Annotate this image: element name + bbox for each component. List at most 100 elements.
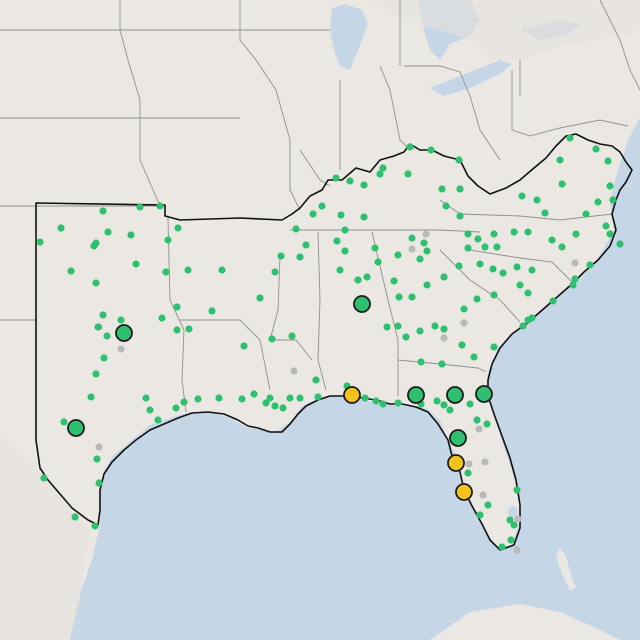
green-marker-119[interactable]: [431, 322, 439, 330]
green-marker-113[interactable]: [528, 266, 536, 274]
green-marker-41[interactable]: [238, 395, 246, 403]
green-marker-70[interactable]: [360, 213, 368, 221]
green-marker-117[interactable]: [473, 295, 481, 303]
green-marker-77[interactable]: [404, 170, 412, 178]
green-marker-95[interactable]: [616, 240, 624, 248]
green-marker-67[interactable]: [354, 276, 362, 284]
green-marker-111[interactable]: [499, 269, 507, 277]
green-marker-32[interactable]: [91, 522, 99, 530]
green-marker-55[interactable]: [288, 332, 296, 340]
green-marker-73[interactable]: [346, 177, 354, 185]
large-green-marker-2[interactable]: [353, 295, 371, 313]
green-marker-167[interactable]: [498, 543, 506, 551]
green-marker-166[interactable]: [507, 536, 515, 544]
green-marker-44[interactable]: [271, 402, 279, 410]
green-marker-149[interactable]: [361, 394, 369, 402]
green-marker-107[interactable]: [455, 262, 463, 270]
green-marker-170[interactable]: [394, 322, 402, 330]
green-marker-27[interactable]: [87, 393, 95, 401]
green-marker-162[interactable]: [484, 501, 492, 509]
large-green-marker-3[interactable]: [67, 419, 85, 437]
green-marker-14[interactable]: [174, 224, 182, 232]
green-marker-83[interactable]: [442, 202, 450, 210]
green-marker-78[interactable]: [406, 143, 414, 151]
green-marker-141[interactable]: [592, 145, 600, 153]
green-marker-112[interactable]: [513, 263, 521, 271]
green-marker-155[interactable]: [440, 401, 448, 409]
green-marker-38[interactable]: [180, 398, 188, 406]
green-marker-57[interactable]: [271, 268, 279, 276]
green-marker-160[interactable]: [464, 469, 472, 477]
large-yellow-marker-2[interactable]: [447, 454, 465, 472]
green-marker-126[interactable]: [490, 343, 498, 351]
green-marker-100[interactable]: [394, 251, 402, 259]
green-marker-108[interactable]: [464, 244, 472, 252]
green-marker-101[interactable]: [374, 258, 382, 266]
green-marker-110[interactable]: [489, 265, 497, 273]
green-marker-130[interactable]: [549, 297, 557, 305]
green-marker-129[interactable]: [528, 314, 536, 322]
green-marker-74[interactable]: [360, 181, 368, 189]
large-green-marker-5[interactable]: [446, 386, 464, 404]
green-marker-45[interactable]: [286, 394, 294, 402]
green-marker-51[interactable]: [218, 266, 226, 274]
green-marker-53[interactable]: [240, 342, 248, 350]
green-marker-158[interactable]: [483, 420, 491, 428]
green-marker-30[interactable]: [40, 474, 48, 482]
green-marker-140[interactable]: [566, 134, 574, 142]
green-marker-37[interactable]: [172, 404, 180, 412]
large-green-marker-4[interactable]: [407, 386, 425, 404]
green-marker-28[interactable]: [60, 418, 68, 426]
green-marker-22[interactable]: [173, 326, 181, 334]
green-marker-87[interactable]: [481, 243, 489, 251]
green-marker-98[interactable]: [423, 247, 431, 255]
green-marker-50[interactable]: [184, 266, 192, 274]
green-marker-104[interactable]: [408, 293, 416, 301]
large-yellow-marker-3[interactable]: [455, 483, 473, 501]
green-marker-49[interactable]: [279, 404, 287, 412]
green-marker-12[interactable]: [132, 260, 140, 268]
green-marker-91[interactable]: [524, 228, 532, 236]
green-marker-151[interactable]: [379, 400, 387, 408]
green-marker-97[interactable]: [420, 239, 428, 247]
green-marker-15[interactable]: [104, 228, 112, 236]
green-marker-26[interactable]: [92, 370, 100, 378]
green-marker-63[interactable]: [337, 211, 345, 219]
green-marker-65[interactable]: [333, 237, 341, 245]
green-marker-23[interactable]: [185, 325, 193, 333]
green-marker-118[interactable]: [460, 305, 468, 313]
green-marker-8[interactable]: [127, 231, 135, 239]
green-marker-145[interactable]: [594, 198, 602, 206]
green-marker-20[interactable]: [158, 314, 166, 322]
green-marker-99[interactable]: [416, 255, 424, 263]
green-marker-143[interactable]: [606, 182, 614, 190]
green-marker-90[interactable]: [510, 228, 518, 236]
green-marker-147[interactable]: [602, 222, 610, 230]
green-marker-18[interactable]: [103, 332, 111, 340]
green-marker-9[interactable]: [164, 236, 172, 244]
green-marker-131[interactable]: [569, 281, 577, 289]
green-marker-17[interactable]: [94, 323, 102, 331]
green-marker-84[interactable]: [456, 212, 464, 220]
green-marker-109[interactable]: [476, 260, 484, 268]
green-marker-171[interactable]: [312, 376, 320, 384]
green-marker-60[interactable]: [302, 241, 310, 249]
green-marker-136[interactable]: [533, 196, 541, 204]
green-marker-133[interactable]: [586, 261, 594, 269]
green-marker-85[interactable]: [464, 230, 472, 238]
green-marker-137[interactable]: [518, 192, 526, 200]
green-marker-58[interactable]: [296, 253, 304, 261]
green-marker-150[interactable]: [372, 397, 380, 405]
green-marker-76[interactable]: [379, 164, 387, 172]
green-marker-154[interactable]: [433, 397, 441, 405]
green-marker-75[interactable]: [376, 170, 384, 178]
green-marker-3[interactable]: [136, 203, 144, 211]
green-marker-2[interactable]: [99, 207, 107, 215]
green-marker-69[interactable]: [371, 244, 379, 252]
green-marker-42[interactable]: [250, 390, 258, 398]
green-marker-24[interactable]: [208, 307, 216, 315]
green-marker-139[interactable]: [556, 156, 564, 164]
green-marker-102[interactable]: [390, 277, 398, 285]
green-marker-36[interactable]: [154, 416, 162, 424]
green-marker-138[interactable]: [558, 180, 566, 188]
